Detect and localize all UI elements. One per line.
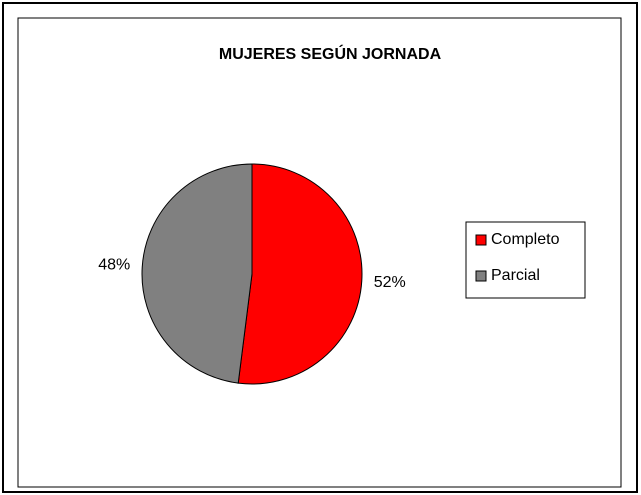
chart-title: MUJERES SEGÚN JORNADA	[219, 44, 442, 63]
pie-slice	[141, 163, 253, 384]
data-label: 48%	[98, 257, 130, 274]
legend-swatch	[475, 234, 487, 246]
legend-label: Parcial	[491, 267, 540, 284]
legend-swatch	[475, 270, 487, 282]
legend-label: Completo	[491, 231, 560, 248]
pie-slice	[237, 163, 363, 385]
data-label: 52%	[374, 274, 406, 291]
